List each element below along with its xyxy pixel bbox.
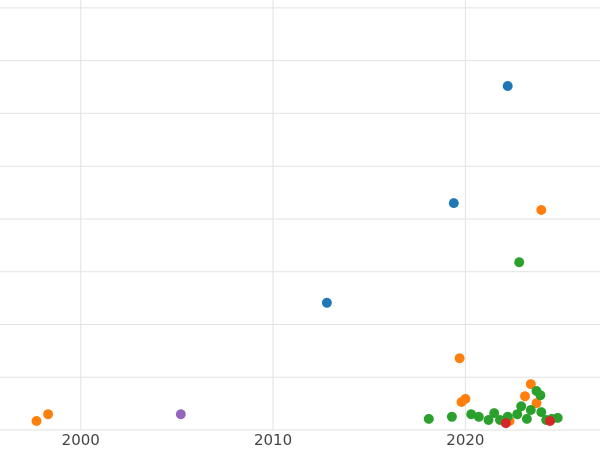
data-point: [531, 398, 542, 409]
data-point: [489, 408, 500, 419]
data-point: [473, 411, 484, 422]
x-axis-ticks: 2000 2010 2020: [62, 431, 485, 449]
data-point: [454, 353, 465, 364]
data-point: [536, 205, 547, 215]
data-point: [512, 409, 523, 420]
data-point: [552, 412, 563, 423]
x-tick-label: 2020: [446, 431, 484, 449]
data-point: [446, 411, 457, 422]
data-point: [545, 416, 555, 426]
series-red: [500, 416, 555, 429]
data-point: [516, 401, 527, 412]
data-point: [520, 391, 530, 402]
data-point: [175, 409, 186, 420]
series-orange: [31, 205, 547, 426]
series-blue: [321, 81, 513, 308]
data-point: [535, 390, 546, 401]
data-point: [460, 393, 471, 404]
data-point: [31, 416, 42, 426]
data-point: [521, 413, 532, 424]
x-tick-label: 2010: [254, 431, 292, 449]
data-point: [448, 198, 459, 209]
data-point: [423, 413, 434, 424]
data-point: [502, 81, 513, 91]
data-point: [525, 405, 536, 415]
series-green: [423, 257, 563, 425]
series-purple: [175, 409, 186, 420]
data-point: [536, 407, 547, 418]
data-point: [321, 297, 332, 308]
data-point: [500, 418, 511, 429]
data-point: [514, 257, 525, 268]
gridlines: [0, 0, 600, 431]
data-point: [483, 415, 494, 425]
data-point: [525, 379, 536, 390]
x-tick-label: 2000: [62, 431, 100, 449]
data-point: [466, 409, 477, 420]
data-point: [43, 409, 54, 420]
